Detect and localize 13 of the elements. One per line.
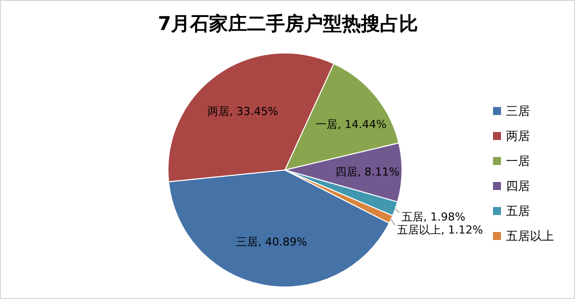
data-label: 五居以上, 1.12% xyxy=(397,223,483,236)
legend-label: 两居 xyxy=(506,129,530,143)
data-label: 一居, 14.44% xyxy=(316,118,387,131)
legend-label: 一居 xyxy=(506,154,530,168)
data-label: 两居, 33.45% xyxy=(207,104,278,118)
chart-title: 7月石家庄二手房户型热搜占比 xyxy=(158,13,418,35)
legend-label: 三居 xyxy=(506,104,530,118)
data-label: 五居, 1.98% xyxy=(401,210,466,224)
legend-label: 五居以上 xyxy=(506,229,554,243)
legend-label: 五居 xyxy=(506,204,530,218)
data-label: 四居, 8.11% xyxy=(336,166,400,179)
data-label: 三居, 40.89% xyxy=(236,235,308,248)
legend-label: 四居 xyxy=(506,179,530,193)
